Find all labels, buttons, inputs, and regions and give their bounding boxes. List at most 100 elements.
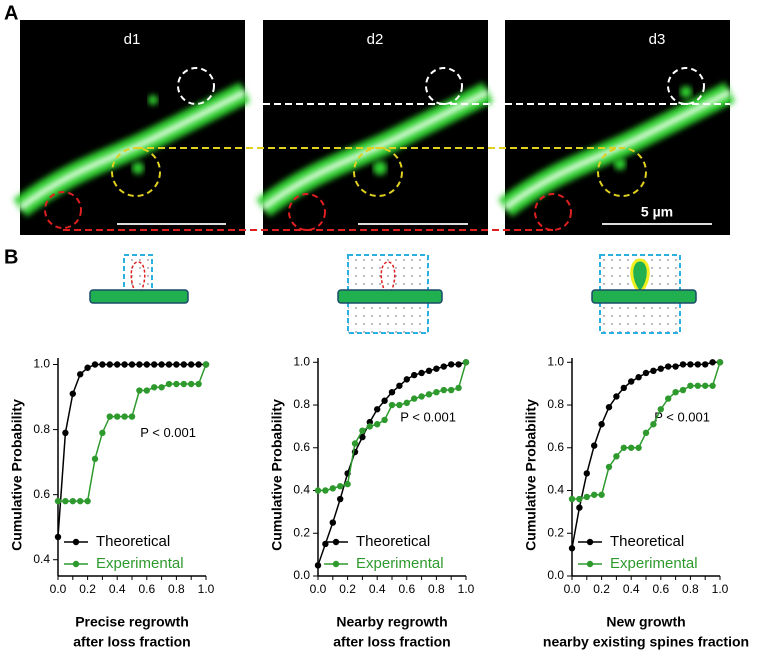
legend-marker — [332, 560, 340, 568]
data-point — [388, 401, 396, 409]
data-point — [411, 395, 418, 402]
series-line — [57, 363, 206, 538]
data-point — [106, 361, 114, 368]
y-tick-label: 0.0 — [293, 568, 310, 582]
data-point — [455, 361, 462, 368]
data-point — [418, 393, 425, 400]
data-point — [322, 487, 329, 494]
data-point — [374, 421, 381, 428]
data-point — [314, 487, 322, 494]
data-point — [344, 480, 351, 488]
chart: 0.0 0.2 0.4 0.6 0.8 1.0 0.0 0.2 0.4 0.6 0.8 1.0 Cumu… — [269, 354, 475, 649]
image-d1: d1 — [13, 20, 251, 235]
data-point — [425, 367, 433, 375]
x-tick-label: 0.8 — [428, 582, 445, 596]
data-point — [672, 388, 679, 396]
annotation: P < 0.001 — [140, 425, 196, 440]
data-point — [583, 493, 590, 501]
data-point — [448, 361, 455, 368]
y-tick-label: 0.0 — [547, 568, 564, 582]
data-point — [657, 406, 664, 413]
data-point — [716, 359, 724, 366]
data-point — [672, 363, 679, 370]
data-point — [576, 504, 583, 511]
data-point — [91, 455, 99, 463]
data-point — [165, 361, 173, 368]
chart: 0.0 0.2 0.4 0.6 0.8 1.0 0.0 0.2 0.4 0.6 0.8 1.0 Cumu… — [523, 354, 749, 649]
data-point — [114, 413, 121, 420]
scale-bar-label: 5 µm — [641, 204, 673, 220]
x-tick-label: 0.2 — [339, 582, 356, 596]
data-point — [605, 463, 613, 471]
y-tick-label: 0.8 — [293, 397, 310, 411]
data-point — [628, 378, 635, 385]
data-point — [381, 397, 388, 404]
data-point — [628, 444, 635, 451]
data-point — [388, 388, 396, 396]
data-point — [620, 384, 627, 392]
x-axis-label: after loss fraction — [73, 634, 190, 650]
alignment-lines — [63, 103, 730, 231]
chart: 0.4 0.6 0.8 1.0 0.0 0.2 0.4 0.6 0.8 1.0 Cumulative… — [9, 357, 215, 650]
data-point — [396, 401, 403, 409]
data-point — [605, 403, 613, 411]
data-point — [351, 440, 359, 447]
y-tick-label: 0.2 — [293, 525, 310, 539]
data-point — [687, 382, 694, 389]
legend-marker — [586, 560, 594, 568]
annotation: P < 0.001 — [400, 409, 456, 424]
data-point — [679, 361, 687, 368]
data-point — [114, 361, 121, 368]
data-point — [694, 361, 701, 368]
data-point — [425, 391, 433, 398]
data-point — [329, 519, 336, 526]
data-point — [314, 562, 322, 569]
legend-marker — [586, 538, 594, 546]
image-label: d3 — [649, 31, 666, 48]
image-label: d1 — [124, 31, 141, 48]
y-tick-label: 0.8 — [33, 422, 50, 436]
data-point — [136, 361, 143, 368]
data-point — [679, 386, 687, 394]
data-point — [709, 359, 716, 366]
data-point — [202, 361, 210, 368]
data-point — [337, 483, 344, 490]
y-axis-label: Cumulative Probability — [523, 399, 539, 551]
data-point — [173, 361, 180, 368]
data-point — [180, 361, 187, 368]
series-line — [318, 362, 467, 492]
legend-marker — [72, 560, 80, 568]
data-point — [642, 429, 650, 437]
x-tick-label: 0.4 — [109, 582, 126, 596]
data-point — [591, 491, 598, 498]
legend-label: Experimental — [610, 555, 698, 572]
data-point — [665, 395, 672, 402]
image-d2: d2 — [256, 20, 494, 235]
data-point — [158, 361, 165, 368]
data-point — [374, 406, 381, 413]
data-point — [91, 361, 99, 368]
x-axis-label: New growth — [606, 614, 685, 630]
x-tick-label: 1.0 — [198, 582, 215, 596]
data-point — [433, 365, 440, 372]
legend-label: Theoretical — [610, 533, 684, 550]
data-point — [106, 413, 114, 420]
data-point — [366, 423, 373, 430]
x-tick-label: 0.6 — [138, 582, 155, 596]
data-point — [613, 453, 620, 460]
y-tick-label: 0.2 — [547, 525, 564, 539]
data-point — [359, 433, 366, 441]
y-tick-label: 1.0 — [547, 354, 564, 368]
data-point — [136, 387, 143, 394]
data-point — [403, 399, 410, 407]
y-tick-label: 0.6 — [293, 440, 310, 454]
panel-label: A — [4, 2, 18, 24]
annotation: P < 0.001 — [654, 409, 710, 424]
data-point — [381, 416, 388, 424]
x-tick-label: 0.0 — [310, 582, 327, 596]
data-point — [418, 369, 425, 377]
image-label: d2 — [367, 31, 384, 48]
data-point — [128, 361, 136, 368]
schematic-1 — [89, 254, 189, 304]
